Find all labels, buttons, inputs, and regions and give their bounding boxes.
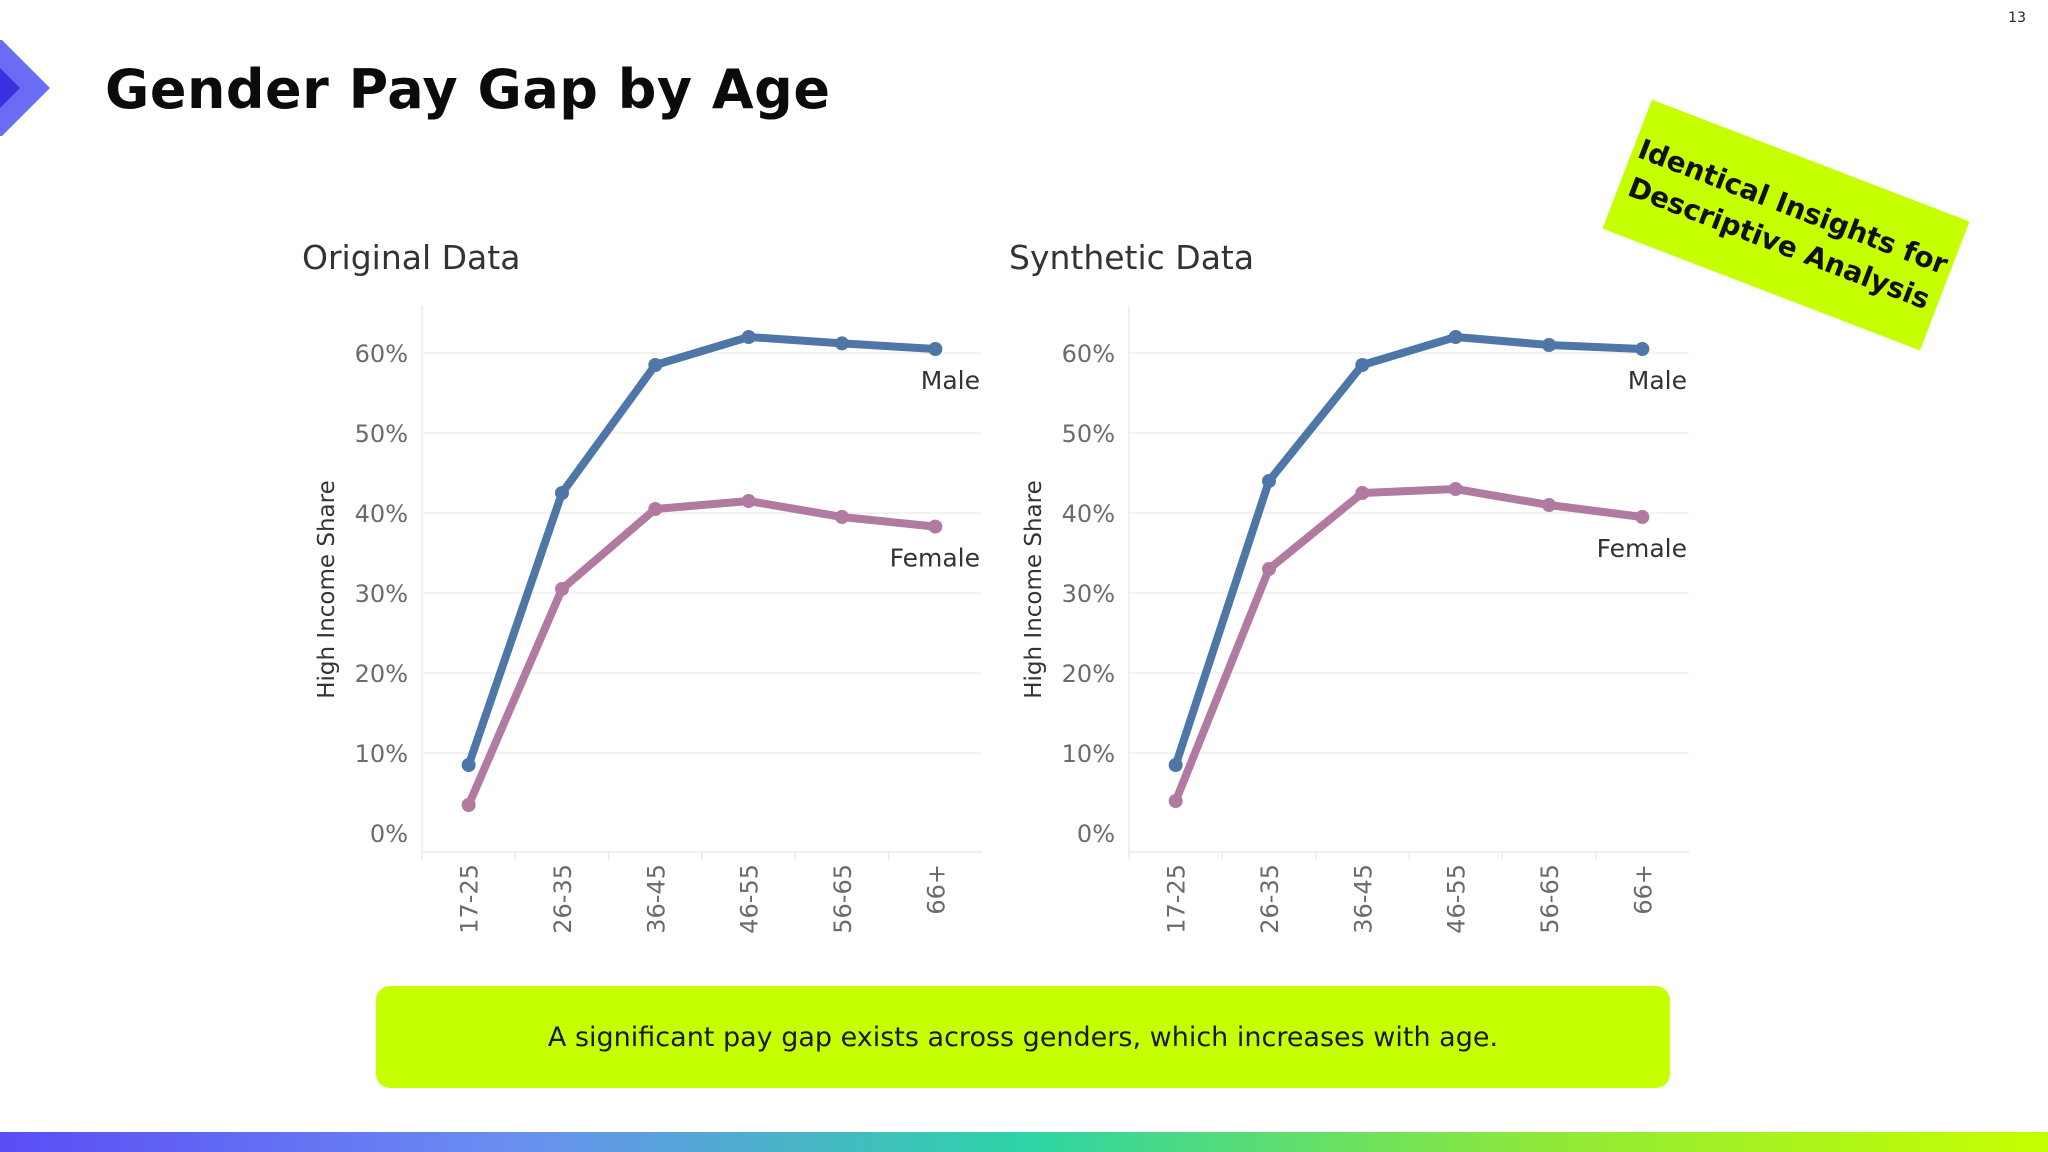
data-point-male-26-35 bbox=[1262, 474, 1276, 488]
data-point-female-17-25 bbox=[461, 798, 476, 812]
chart-synthetic-data: Synthetic Data 0% 10% 20% 30% 40% 50% 60% High … bbox=[997, 230, 1717, 960]
y-tick-label: 30% bbox=[1062, 580, 1115, 608]
x-tick-label: 66+ bbox=[922, 864, 950, 915]
series-label-male: Male bbox=[1628, 366, 1687, 395]
x-tick-label: 17-25 bbox=[456, 864, 484, 934]
x-tick-label: 36-45 bbox=[642, 864, 670, 934]
chart-original-data: Original Data 0% 10% 20% 30% 40% 50% 60% High I… bbox=[290, 230, 1010, 960]
data-point-male-56-65 bbox=[1542, 338, 1556, 352]
y-tick-label: 60% bbox=[1062, 340, 1115, 368]
y-axis-label: High Income Share bbox=[1021, 480, 1047, 699]
data-point-male-36-45 bbox=[1355, 358, 1370, 372]
series-line-male bbox=[1171, 333, 1647, 769]
data-point-female-56-65 bbox=[1542, 498, 1556, 512]
data-point-male-46-55 bbox=[741, 330, 756, 344]
data-point-female-17-25 bbox=[1168, 794, 1183, 808]
data-point-female-46-55 bbox=[1448, 482, 1463, 496]
y-tick-label: 60% bbox=[355, 340, 408, 368]
data-point-male-17-25 bbox=[1168, 758, 1183, 772]
data-point-female-36-45 bbox=[1355, 486, 1370, 500]
data-point-female-56-65 bbox=[835, 510, 849, 524]
x-tick-label: 56-65 bbox=[1536, 864, 1564, 934]
y-tick-label: 10% bbox=[1062, 740, 1115, 768]
series-line-male bbox=[464, 333, 940, 769]
data-point-male-46-55 bbox=[1448, 330, 1463, 344]
x-tick-label: 36-45 bbox=[1349, 864, 1377, 934]
line-chart-original: 0% 10% 20% 30% 40% 50% 60% High Income Share 17-… bbox=[314, 306, 982, 934]
line-chart-synthetic: 0% 10% 20% 30% 40% 50% 60% High Income Share 17-… bbox=[1021, 306, 1689, 934]
data-point-male-36-45 bbox=[648, 358, 663, 372]
chart-title: Original Data bbox=[302, 238, 521, 277]
x-tick-label: 46-55 bbox=[736, 864, 764, 934]
data-point-male-26-35 bbox=[555, 486, 569, 500]
series-line-female bbox=[1171, 485, 1647, 805]
summary-callout: A significant pay gap exists across gend… bbox=[376, 986, 1670, 1088]
series-label-female: Female bbox=[890, 544, 980, 573]
y-tick-label: 10% bbox=[355, 740, 408, 768]
x-tick-label: 56-65 bbox=[829, 864, 857, 934]
chevron-logo-icon bbox=[0, 40, 50, 136]
y-tick-label: 20% bbox=[1062, 660, 1115, 688]
x-tick-label: 17-25 bbox=[1163, 864, 1191, 934]
x-tick-label: 46-55 bbox=[1443, 864, 1471, 934]
x-tick-label: 26-35 bbox=[1256, 864, 1284, 934]
data-point-male-17-25 bbox=[461, 758, 476, 772]
series-label-female: Female bbox=[1597, 534, 1687, 563]
data-point-male-66+ bbox=[1635, 342, 1650, 356]
data-point-male-66+ bbox=[928, 342, 943, 356]
data-point-female-36-45 bbox=[648, 502, 663, 516]
data-point-female-26-35 bbox=[555, 582, 569, 596]
x-tick-label: 66+ bbox=[1629, 864, 1657, 915]
data-point-female-66+ bbox=[928, 519, 943, 534]
bottom-gradient-bar bbox=[0, 1132, 2048, 1152]
series-label-male: Male bbox=[921, 366, 980, 395]
chart-title: Synthetic Data bbox=[1009, 238, 1255, 277]
y-tick-label: 20% bbox=[355, 660, 408, 688]
data-point-male-56-65 bbox=[835, 336, 849, 351]
y-tick-label: 0% bbox=[1077, 820, 1115, 848]
y-tick-label: 40% bbox=[1062, 500, 1115, 528]
y-axis-label: High Income Share bbox=[314, 480, 340, 699]
page-number: 13 bbox=[2008, 10, 2026, 26]
y-tick-label: 50% bbox=[355, 420, 408, 448]
y-tick-label: 40% bbox=[355, 500, 408, 528]
series-line-female bbox=[464, 497, 940, 809]
data-point-female-66+ bbox=[1635, 510, 1650, 524]
y-tick-label: 50% bbox=[1062, 420, 1115, 448]
summary-text: A significant pay gap exists across gend… bbox=[547, 1021, 1499, 1053]
y-tick-label: 0% bbox=[370, 820, 408, 848]
page-title: Gender Pay Gap by Age bbox=[105, 58, 831, 121]
data-point-female-26-35 bbox=[1262, 562, 1276, 576]
x-tick-label: 26-35 bbox=[549, 864, 577, 934]
y-tick-label: 30% bbox=[355, 580, 408, 608]
data-point-female-46-55 bbox=[741, 494, 756, 508]
